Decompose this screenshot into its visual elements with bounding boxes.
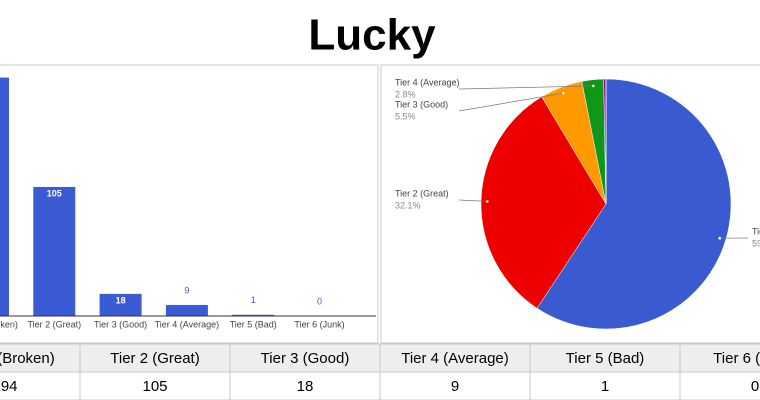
header-cell [79,343,231,373]
pie-leader-dot [562,91,565,95]
header-cell [379,343,531,373]
bar [0,77,9,316]
bar [99,293,142,316]
cell-text: 0 [751,378,759,395]
pie-leader-dot [485,200,489,203]
bar-value-label: 1 [251,295,256,305]
table-cell [379,371,531,400]
pie-percent-label: 32.1% [395,200,421,210]
header-cell [679,343,760,373]
pie-label: Tier 3 (Good) [395,99,448,109]
x-tick-label: Tier 3 (Good) [94,319,147,329]
sheet-title: Lucky [308,11,436,60]
header-text: Tier 6 (Junk) [713,350,760,367]
bar-value-label: 9 [184,285,189,295]
x-tick-label: Tier 2 (Great) [27,319,81,329]
header-text: Tier 1 (Broken) [0,350,55,367]
table-cell [79,371,231,400]
pie-leader-line [458,199,488,202]
x-tick-label: Tier 1 (Broken) [0,319,18,329]
x-tick-label: Tier 6 (Junk) [294,319,344,329]
pie-leader-line [458,85,594,90]
pie-leader-dot [718,236,722,240]
bar-value-label: 18 [116,295,126,305]
x-tick-label: Tier 5 (Bad) [230,319,277,329]
table: Tier 1 (Broken) Tier 2 (Great) Tier 3 (Goo… [0,343,760,400]
pie-label: Tier 1 (Broken) [752,226,760,236]
cell-text: 1 [601,378,609,395]
header-text: Tier 4 (Average) [401,350,509,367]
pie-leader-line [458,92,564,112]
cell-text: 194 [0,378,18,395]
table-cell [529,371,681,400]
bar [232,314,275,316]
bar-value-label: 105 [47,188,62,198]
pie-chart: Tier 1 (Broken) 59.3% Tier 2 (Great) 32.1% T… [395,77,760,330]
cell-text: 105 [142,378,167,395]
pie-leader-dot [592,84,595,88]
pie-slice [536,78,732,330]
bar [165,304,208,316]
pie-percent-label: 59.3% [752,238,760,248]
x-tick-label: Tier 4 (Average) [155,319,220,329]
header-text: Tier 3 (Good) [261,350,350,367]
header-text: Tier 2 (Great) [110,350,199,367]
pie-label: Tier 2 (Great) [395,188,449,198]
pie-label: Tier 4 (Average) [395,77,460,87]
pie-percent-label: 2.8% [395,89,416,99]
bar [33,186,76,316]
cell-text: 9 [451,378,459,395]
cell-text: 18 [297,378,314,395]
bar-value-label: 0 [317,296,322,306]
table-cell [679,371,760,400]
header-text: Tier 5 (Bad) [566,350,645,367]
table-cell [0,371,81,400]
table-cell [229,371,381,400]
header-cell [529,343,681,373]
pie-percent-label: 5.5% [395,111,416,121]
